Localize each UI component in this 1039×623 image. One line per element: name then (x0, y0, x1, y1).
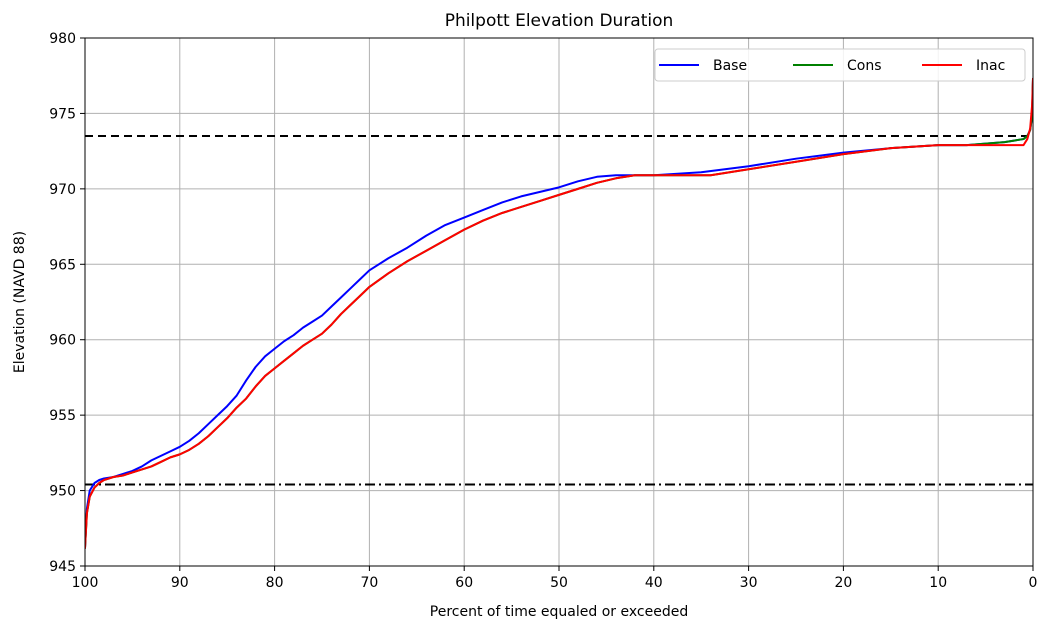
y-tick-label: 950 (49, 484, 76, 500)
x-axis-label: Percent of time equaled or exceeded (430, 604, 688, 620)
y-tick-label: 975 (49, 106, 76, 122)
y-tick-label: 970 (49, 182, 76, 198)
x-tick-label: 80 (266, 575, 284, 591)
series-line-inac (85, 77, 1033, 549)
y-axis: 945 950 955 960 965 970 975 980 (49, 31, 85, 575)
legend-label-cons: Cons (847, 58, 882, 74)
x-tick-label: 10 (929, 575, 947, 591)
legend: Base Cons Inac (654, 48, 1026, 82)
x-tick-label: 20 (834, 575, 852, 591)
x-axis: 100 90 80 70 60 50 40 30 20 10 0 (72, 566, 1038, 591)
x-tick-label: 60 (455, 575, 473, 591)
x-tick-label: 0 (1029, 575, 1038, 591)
x-tick-label: 40 (645, 575, 663, 591)
y-tick-label: 965 (49, 257, 76, 273)
plot-area (85, 77, 1033, 549)
y-tick-label: 955 (49, 408, 76, 424)
x-tick-label: 90 (171, 575, 189, 591)
legend-label-base: Base (713, 58, 747, 74)
y-tick-label: 980 (49, 31, 76, 47)
x-tick-label: 30 (740, 575, 758, 591)
legend-box (654, 48, 1026, 82)
y-tick-label: 945 (49, 559, 76, 575)
legend-label-inac: Inac (976, 58, 1005, 74)
y-axis-label: Elevation (NAVD 88) (12, 231, 28, 373)
chart-title: Philpott Elevation Duration (445, 11, 674, 31)
x-tick-label: 100 (72, 575, 99, 591)
x-tick-label: 50 (550, 575, 568, 591)
y-tick-label: 960 (49, 333, 76, 349)
x-tick-label: 70 (360, 575, 378, 591)
